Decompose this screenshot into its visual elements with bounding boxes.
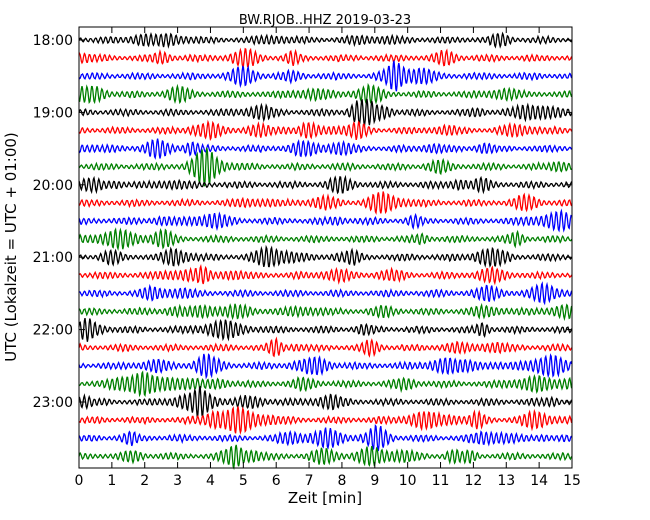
seismogram-traces bbox=[79, 33, 572, 467]
y-tick-label: 23:00 bbox=[33, 395, 73, 411]
x-axis-label: Zeit [min] bbox=[288, 489, 362, 507]
x-tick-label: 10 bbox=[399, 473, 417, 489]
x-tick-label: 14 bbox=[530, 473, 548, 489]
trace-line bbox=[79, 33, 572, 47]
trace-line bbox=[79, 211, 572, 231]
trace-line bbox=[79, 139, 572, 159]
x-tick-label: 15 bbox=[563, 473, 581, 489]
y-tick-label: 18:00 bbox=[33, 33, 73, 49]
y-tick-label: 21:00 bbox=[33, 250, 73, 266]
y-tick-label: 22:00 bbox=[33, 323, 73, 339]
x-tick-label: 8 bbox=[337, 473, 346, 489]
trace-line bbox=[79, 177, 572, 193]
trace-line bbox=[79, 387, 572, 417]
x-tick-label: 9 bbox=[370, 473, 379, 489]
trace-line bbox=[79, 445, 572, 468]
y-tick-label: 19:00 bbox=[33, 105, 73, 121]
trace-line bbox=[79, 318, 572, 342]
y-axis-label: UTC (Lokalzeit = UTC + 01:00) bbox=[2, 132, 20, 362]
x-tick-label: 12 bbox=[464, 473, 482, 489]
trace-line bbox=[79, 192, 572, 214]
trace-line bbox=[79, 49, 572, 67]
trace-line bbox=[79, 354, 572, 377]
trace-line bbox=[79, 304, 572, 319]
trace-line bbox=[79, 247, 572, 267]
x-tick-label: 4 bbox=[206, 473, 215, 489]
x-tick-label: 13 bbox=[497, 473, 515, 489]
x-tick-label: 3 bbox=[173, 473, 182, 489]
x-tick-label: 1 bbox=[107, 473, 116, 489]
trace-line bbox=[79, 339, 572, 356]
trace-line bbox=[79, 372, 572, 395]
trace-line bbox=[79, 122, 572, 140]
trace-line bbox=[79, 229, 572, 249]
x-tick-label: 7 bbox=[305, 473, 314, 489]
trace-line bbox=[79, 283, 572, 303]
trace-line bbox=[79, 61, 572, 92]
x-tick-label: 6 bbox=[272, 473, 281, 489]
trace-line bbox=[79, 148, 572, 186]
trace-line bbox=[79, 85, 572, 103]
trace-line bbox=[79, 99, 572, 125]
x-tick-label: 5 bbox=[239, 473, 248, 489]
x-tick-label: 0 bbox=[75, 473, 84, 489]
trace-line bbox=[79, 266, 572, 284]
x-tick-label: 2 bbox=[140, 473, 149, 489]
chart-title: BW.RJOB..HHZ 2019-03-23 bbox=[239, 13, 411, 28]
y-tick-label: 20:00 bbox=[33, 178, 73, 194]
trace-line bbox=[79, 426, 572, 450]
x-tick-label: 11 bbox=[432, 473, 450, 489]
